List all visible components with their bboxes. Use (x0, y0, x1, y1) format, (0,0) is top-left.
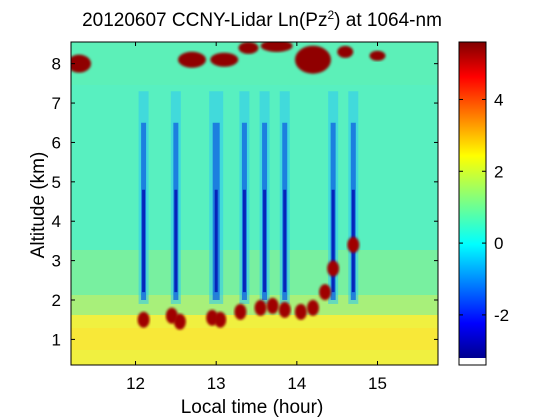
y-axis: 1 2 3 4 5 6 7 8 (52, 55, 438, 349)
streak-center (214, 189, 218, 293)
streak-center (142, 189, 146, 293)
boundary-layer-tops (137, 236, 360, 330)
colorbar-tick-label: 4 (494, 90, 503, 109)
aerosol-top-blob (347, 236, 360, 253)
y-tick-label: 1 (52, 330, 61, 349)
low-signal-streaks (138, 91, 359, 304)
y-tick-label: 3 (52, 252, 61, 271)
plot-frame (70, 41, 439, 366)
aerosol-top-blob (294, 303, 307, 320)
aerosol-top-blob (306, 299, 319, 316)
aerosol-top-blob (137, 311, 150, 328)
cloud-blob (210, 52, 239, 67)
y-tick-label: 4 (52, 212, 61, 231)
heatmap-area (71, 42, 438, 365)
x-tick-label: 15 (368, 374, 387, 393)
streak-center (283, 189, 287, 293)
aerosol-top-blob (234, 303, 247, 320)
aerosol-top-blob (214, 311, 227, 328)
y-axis-label: Altitude (km) (28, 152, 49, 259)
colorbar-tick-label: -2 (494, 306, 509, 325)
chart-title: 20120607 CCNY-Lidar Ln(Pz2) at 1064-nm (82, 8, 442, 31)
cloud-blob (238, 42, 259, 54)
x-tick-label: 13 (207, 374, 226, 393)
cloud-blob (369, 50, 386, 61)
aerosol-top-blob (173, 313, 186, 330)
aerosol-top-blob (278, 301, 291, 318)
streak-center (242, 189, 246, 293)
colorbar: -2 0 2 4 (458, 41, 509, 366)
streak-center (331, 189, 335, 293)
cloud-blob (260, 42, 293, 52)
cloud-blob (71, 54, 92, 73)
aerosol-top-blob (327, 260, 340, 277)
colorbar-tick-label: 2 (494, 162, 503, 181)
x-tick-label: 14 (287, 374, 306, 393)
x-axis-label: Local time (hour) (181, 397, 324, 418)
y-tick-label: 6 (52, 133, 61, 152)
aerosol-top-blob (266, 297, 279, 314)
cloud-blob (177, 51, 206, 68)
y-tick-label: 2 (52, 291, 61, 310)
aerosol-top-blob (319, 284, 332, 301)
streak-center (263, 189, 267, 293)
y-tick-label: 8 (52, 55, 61, 74)
x-axis: 12 13 14 15 (126, 42, 387, 393)
streak-center (174, 189, 178, 293)
aerosol-top-blob (254, 299, 267, 316)
y-tick-label: 5 (52, 173, 61, 192)
x-tick-label: 12 (126, 374, 145, 393)
y-tick-label: 7 (52, 94, 61, 113)
cloud-blob (337, 45, 354, 58)
cloud-layer (71, 42, 386, 74)
cloud-blob (294, 45, 331, 74)
colorbar-tick-label: 0 (494, 234, 503, 253)
